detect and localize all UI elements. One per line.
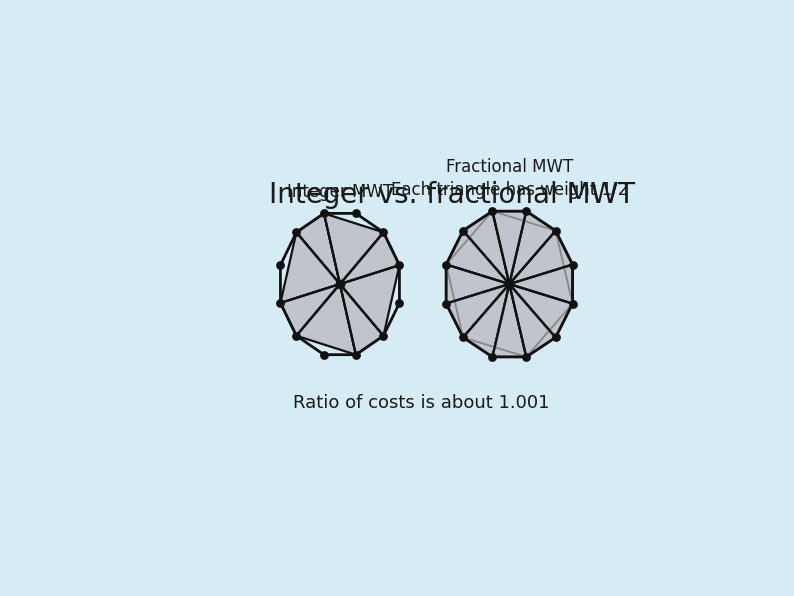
Point (393, 298, 406, 308)
Point (549, 333, 562, 342)
Polygon shape (509, 231, 572, 284)
Point (566, 260, 579, 269)
Polygon shape (446, 284, 509, 337)
Point (520, 352, 533, 362)
Polygon shape (509, 211, 556, 284)
Point (290, 331, 303, 340)
Point (290, 228, 303, 237)
Point (318, 350, 330, 359)
Polygon shape (296, 284, 356, 355)
Point (549, 226, 562, 235)
Point (440, 260, 453, 269)
Point (274, 298, 287, 308)
Polygon shape (446, 231, 509, 284)
Point (274, 260, 287, 270)
Polygon shape (509, 284, 556, 357)
Point (440, 299, 453, 308)
Polygon shape (340, 284, 384, 355)
Polygon shape (492, 284, 526, 357)
Polygon shape (446, 265, 509, 303)
Point (393, 260, 406, 270)
Text: Integer vs. fractional MWT: Integer vs. fractional MWT (268, 182, 634, 209)
Polygon shape (463, 211, 509, 284)
Point (349, 350, 362, 359)
Point (457, 333, 469, 342)
Point (457, 226, 469, 235)
Point (486, 352, 499, 362)
Polygon shape (463, 284, 509, 357)
Point (377, 331, 390, 340)
Polygon shape (280, 232, 340, 303)
Text: Ratio of costs is about 1.001: Ratio of costs is about 1.001 (292, 395, 549, 412)
Point (318, 209, 330, 218)
Point (333, 280, 346, 289)
Point (503, 280, 515, 289)
Text: Fractional MWT
Each triangle has weight 1/2: Fractional MWT Each triangle has weight … (391, 158, 628, 199)
Point (486, 206, 499, 216)
Point (520, 206, 533, 216)
Polygon shape (296, 213, 340, 284)
Polygon shape (509, 265, 572, 303)
Point (566, 299, 579, 308)
Text: Integer MWT: Integer MWT (287, 183, 393, 201)
Polygon shape (492, 211, 526, 284)
Polygon shape (340, 265, 399, 336)
Polygon shape (280, 284, 340, 336)
Polygon shape (340, 232, 399, 284)
Point (349, 209, 362, 218)
Point (377, 228, 390, 237)
Polygon shape (509, 284, 572, 337)
Polygon shape (324, 213, 384, 284)
